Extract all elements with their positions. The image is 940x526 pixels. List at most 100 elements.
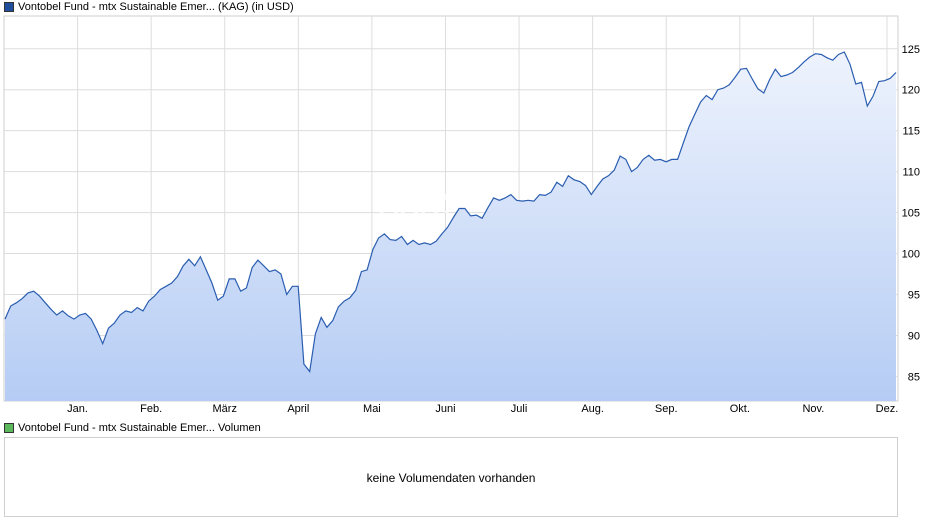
y-tick-label: 100	[902, 249, 920, 261]
price-point	[194, 265, 196, 267]
price-point	[429, 243, 431, 245]
price-point	[728, 84, 730, 86]
price-point	[211, 282, 213, 284]
price-point	[458, 207, 460, 209]
price-point	[263, 265, 265, 267]
price-point	[343, 300, 345, 302]
price-point	[355, 289, 357, 291]
price-point	[171, 282, 173, 284]
price-point	[84, 312, 86, 314]
price-line	[4, 51, 897, 373]
volume-empty-message: keine Volumendaten vorhanden	[366, 471, 536, 485]
price-point	[538, 193, 540, 195]
x-tick-label: Juli	[511, 403, 528, 415]
price-point	[4, 318, 6, 320]
price-point	[607, 175, 609, 177]
x-axis-ticks: Jan. Feb. März April Mai Juni Juli Aug. Sep. Okt.…	[67, 403, 898, 415]
price-point	[400, 235, 402, 237]
price-point	[596, 185, 598, 187]
price-point	[286, 293, 288, 295]
price-point	[159, 288, 161, 290]
price-point	[515, 199, 517, 201]
price-point	[573, 179, 575, 181]
price-point	[423, 242, 425, 244]
price-point	[469, 215, 471, 217]
price-point	[349, 297, 351, 299]
price-point	[676, 158, 678, 160]
y-tick-label: 95	[908, 290, 920, 302]
price-point	[119, 314, 121, 316]
price-point	[165, 285, 167, 287]
price-point	[61, 310, 63, 312]
volume-panel: keine Volumendaten vorhanden	[4, 437, 898, 517]
price-point	[113, 322, 115, 324]
x-tick-label: Sep.	[655, 403, 678, 415]
x-tick-label: März	[213, 403, 237, 415]
price-point	[199, 256, 201, 258]
price-point	[475, 214, 477, 216]
price-point	[872, 95, 874, 97]
price-point	[326, 326, 328, 328]
price-point	[809, 56, 811, 58]
price-point	[10, 305, 12, 307]
price-point	[222, 295, 224, 297]
price-point	[56, 314, 58, 316]
price-point	[67, 315, 69, 317]
price-point	[602, 178, 604, 180]
price-point	[556, 181, 558, 183]
price-point	[734, 76, 736, 78]
price-point	[38, 295, 40, 297]
price-point	[763, 92, 765, 94]
price-point	[567, 175, 569, 177]
x-tick-label: Feb.	[140, 403, 162, 415]
price-point	[895, 71, 897, 73]
price-point	[579, 180, 581, 182]
price-point	[878, 80, 880, 82]
x-tick-label: Mai	[363, 403, 381, 415]
watermark: ARIVA	[379, 188, 465, 219]
x-tick-label: Jan.	[67, 403, 88, 415]
price-point	[291, 285, 293, 287]
price-point	[188, 258, 190, 260]
price-point	[688, 125, 690, 127]
price-point	[332, 320, 334, 322]
price-point	[510, 193, 512, 195]
price-point	[309, 370, 311, 372]
x-tick-label: Juni	[435, 403, 455, 415]
price-point	[521, 200, 523, 202]
x-tick-label: Aug.	[581, 403, 604, 415]
y-axis-ticks: 85 90 95 100 105 110 115 120 125	[902, 44, 920, 384]
price-point	[653, 159, 655, 161]
y-tick-label: 105	[902, 208, 920, 220]
price-point	[625, 158, 627, 160]
price-point	[464, 207, 466, 209]
price-point	[866, 105, 868, 107]
price-point	[320, 316, 322, 318]
price-point	[406, 243, 408, 245]
price-point	[372, 248, 374, 250]
price-point	[722, 87, 724, 89]
price-point	[659, 158, 661, 160]
y-tick-label: 110	[902, 167, 920, 179]
price-point	[337, 306, 339, 308]
volume-legend: Vontobel Fund - mtx Sustainable Emer... …	[4, 421, 261, 435]
price-point	[814, 53, 816, 55]
price-point	[751, 78, 753, 80]
price-legend-swatch	[4, 2, 14, 12]
price-point	[682, 142, 684, 144]
price-point	[395, 239, 397, 241]
price-point	[803, 61, 805, 63]
price-point	[642, 158, 644, 160]
price-point	[837, 53, 839, 55]
y-tick-label: 125	[902, 44, 920, 56]
price-point	[648, 154, 650, 156]
price-point	[366, 269, 368, 271]
price-point	[79, 314, 81, 316]
price-point	[774, 68, 776, 70]
price-point	[297, 285, 299, 287]
price-point	[832, 59, 834, 61]
price-point	[205, 269, 207, 271]
price-point	[481, 217, 483, 219]
price-point	[251, 266, 253, 268]
price-point	[268, 270, 270, 272]
